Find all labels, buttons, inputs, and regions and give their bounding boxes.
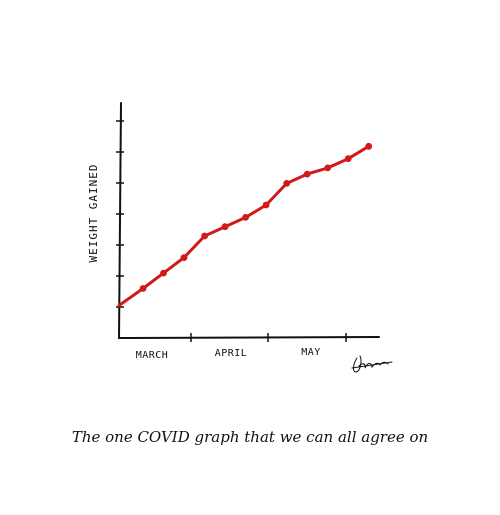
x-tick-label-march: MARCH: [136, 350, 169, 361]
data-point-10: [344, 155, 352, 163]
x-ticks: [190, 333, 347, 342]
x-tick-label-april: APRIL: [215, 348, 248, 359]
data-point-6: [262, 201, 270, 209]
data-point-3: [201, 232, 209, 240]
data-point-5: [242, 214, 250, 221]
x-axis: [118, 336, 380, 339]
data-point-4: [221, 223, 229, 231]
series-points: [139, 142, 373, 292]
data-point-7: [283, 180, 291, 187]
series-line: [117, 144, 371, 307]
y-axis-label: WEIGHT GAINED: [87, 163, 100, 262]
y-ticks: [116, 120, 124, 308]
data-point-0: [139, 285, 147, 292]
signature: [351, 355, 393, 373]
data-point-8: [303, 170, 311, 178]
caption: The one COVID graph that we can all agre…: [71, 428, 429, 446]
data-point-2: [180, 254, 188, 261]
data-point-11: [365, 142, 373, 150]
y-axis: [118, 102, 122, 339]
data-point-1: [160, 269, 167, 277]
x-tick-label-may: MAY: [301, 347, 321, 358]
data-point-9: [324, 164, 332, 172]
